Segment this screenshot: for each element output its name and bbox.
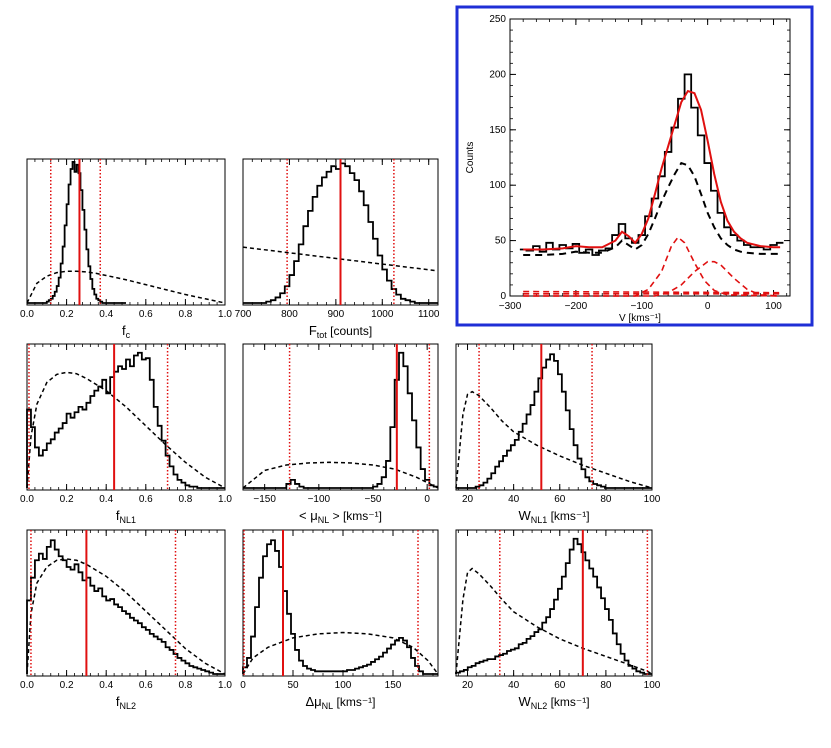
prior-curve xyxy=(26,558,226,675)
x-tick-label: 0.4 xyxy=(99,680,113,691)
x-tick-label: 0.0 xyxy=(20,680,34,691)
x-tick-label: 0.4 xyxy=(99,494,113,505)
x-tick-label: 40 xyxy=(508,494,520,505)
prior-curve xyxy=(242,631,439,675)
posterior-histogram xyxy=(27,161,126,304)
panel-wnl2: 20 40 60 80 100 WNL2 [kms⁻¹] xyxy=(455,529,661,711)
x-tick-label: 1.0 xyxy=(218,309,232,320)
x-tick-label: 1100 xyxy=(418,309,440,320)
x-axis-label: WNL2 [kms⁻¹] xyxy=(518,694,589,711)
x-tick-label: 0.0 xyxy=(20,309,34,320)
panel-fnl2: 0.0 0.2 0.4 0.6 0.8 1.0 fNL2 xyxy=(20,529,232,711)
panel-fnl1: 0.0 0.2 0.4 0.6 0.8 1.0 fNL1 xyxy=(20,343,232,525)
x-tick-label: 900 xyxy=(328,309,345,320)
prior-curve xyxy=(455,390,653,489)
plot-frame xyxy=(26,158,226,306)
x-tick-label: 80 xyxy=(600,680,612,691)
x-tick-label: −150 xyxy=(253,494,276,505)
x-tick-label: 0.2 xyxy=(60,680,74,691)
x-tick-label: 0.0 xyxy=(20,494,34,505)
posterior-histogram xyxy=(243,351,438,489)
x-axis-label: ΔμNL [kms⁻¹] xyxy=(305,694,375,711)
prior-curve xyxy=(26,371,226,489)
x-axis-label: WNL1 [kms⁻¹] xyxy=(518,508,589,525)
posterior-histogram xyxy=(456,353,652,489)
plot-frame xyxy=(26,529,226,677)
x-tick-label: 0 xyxy=(240,680,246,691)
x-tick-label: −200 xyxy=(565,301,588,312)
panel-fc: 0.0 0.2 0.4 0.6 0.8 1.0 fc xyxy=(20,158,232,340)
y-tick-label: 100 xyxy=(489,180,506,191)
best-fit-curve xyxy=(523,89,781,251)
prior-curve xyxy=(242,461,439,489)
plot-frame xyxy=(455,343,653,491)
y-tick-label: 0 xyxy=(500,291,506,302)
panel-munl: −150 −100 −50 0 < μNL > [kms⁻¹] xyxy=(242,343,439,525)
x-tick-label: 0.8 xyxy=(178,680,192,691)
x-tick-label: 0 xyxy=(705,301,711,312)
y-tick-label: 150 xyxy=(489,125,506,136)
x-tick-label: 1000 xyxy=(371,309,394,320)
x-tick-label: 0.8 xyxy=(178,309,192,320)
x-tick-label: 20 xyxy=(462,680,474,691)
x-tick-label: 1.0 xyxy=(218,494,232,505)
model-component xyxy=(523,236,781,297)
panel-wnl1: 20 40 60 80 100 WNL1 [kms⁻¹] xyxy=(455,343,661,525)
y-axis-label: Counts xyxy=(465,142,476,174)
x-tick-label: 0.6 xyxy=(139,680,153,691)
panel-dmunl: 0 50 100 150 ΔμNL [kms⁻¹] xyxy=(240,529,439,711)
x-axis-label: < μNL > [kms⁻¹] xyxy=(299,508,382,525)
y-tick-label: 250 xyxy=(489,14,506,25)
posterior-histogram xyxy=(26,539,225,675)
x-tick-label: 0.8 xyxy=(178,494,192,505)
y-tick-label: 50 xyxy=(495,236,507,247)
plot-frame xyxy=(509,18,791,297)
x-tick-label: −300 xyxy=(499,301,522,312)
model-total-dashed xyxy=(523,161,781,257)
x-axis-label: fc xyxy=(122,323,131,340)
x-tick-label: 0.2 xyxy=(60,309,74,320)
inset-border xyxy=(455,5,814,327)
x-tick-label: 100 xyxy=(644,494,661,505)
x-axis-label: V [kms⁻¹] xyxy=(619,313,661,324)
x-tick-label: −100 xyxy=(630,301,653,312)
x-tick-label: 100 xyxy=(335,680,352,691)
x-tick-label: 700 xyxy=(235,309,252,320)
plot-frame xyxy=(242,529,439,677)
x-tick-label: 0 xyxy=(424,494,430,505)
x-tick-label: 50 xyxy=(287,680,299,691)
x-tick-label: 1.0 xyxy=(218,680,232,691)
x-tick-label: 0.6 xyxy=(139,494,153,505)
panel-spectrum: −300 −200 −100 0 100 0 50 100 150 200 250 V [kms⁻¹]… xyxy=(465,14,791,324)
x-tick-label: 60 xyxy=(554,494,566,505)
x-tick-label: 80 xyxy=(600,494,612,505)
x-tick-label: 40 xyxy=(508,680,520,691)
x-tick-label: 800 xyxy=(281,309,298,320)
panel-ftot: 700 800 900 1000 1100 Ftot [counts] xyxy=(235,158,440,340)
x-tick-label: 100 xyxy=(765,301,782,312)
model-component xyxy=(523,290,781,294)
x-tick-label: 60 xyxy=(554,680,566,691)
prior-curve xyxy=(455,567,653,675)
x-tick-label: 0.4 xyxy=(99,309,113,320)
x-tick-label: 100 xyxy=(644,680,661,691)
x-tick-label: −100 xyxy=(308,494,331,505)
x-axis-label: fNL1 xyxy=(116,508,136,525)
x-axis-label: Ftot [counts] xyxy=(309,323,372,340)
posterior-histogram xyxy=(26,351,225,489)
plot-frame xyxy=(455,529,653,677)
x-tick-label: −50 xyxy=(365,494,382,505)
y-tick-label: 200 xyxy=(489,69,506,80)
x-tick-label: 20 xyxy=(462,494,474,505)
x-tick-label: 150 xyxy=(385,680,402,691)
x-axis-label: fNL2 xyxy=(116,694,136,711)
posterior-histogram xyxy=(455,537,652,675)
model-component xyxy=(523,260,781,297)
x-tick-label: 0.6 xyxy=(139,309,153,320)
x-tick-label: 0.2 xyxy=(60,494,74,505)
posterior-histogram xyxy=(242,539,438,675)
